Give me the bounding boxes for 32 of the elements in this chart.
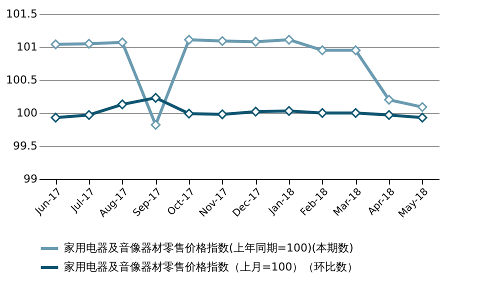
point — [417, 112, 428, 123]
point — [50, 112, 61, 123]
legend-label: 家用电器及音像器材零售价格指数（上月=100）（环比数） — [64, 260, 358, 274]
point — [217, 36, 228, 46]
y-tick-label: 99 — [24, 172, 38, 186]
point — [284, 106, 294, 116]
point — [384, 94, 394, 105]
point — [317, 108, 328, 118]
y-tick-label: 101 — [16, 40, 38, 54]
point — [150, 92, 161, 103]
point — [50, 39, 61, 50]
point — [350, 45, 361, 56]
y-tick-label: 99.5 — [13, 140, 38, 152]
point — [184, 108, 194, 119]
point — [384, 110, 394, 120]
point — [184, 34, 194, 45]
point — [117, 37, 128, 48]
point — [84, 38, 94, 49]
point — [317, 45, 328, 56]
point — [150, 120, 161, 130]
point — [284, 34, 294, 45]
point — [250, 36, 261, 47]
legend-label: 家用电器及音像器材零售价格指数(上年同期=100)(本期数) — [64, 242, 354, 254]
point — [417, 102, 428, 112]
point — [350, 108, 361, 118]
y-tick-label: 100.5 — [6, 74, 38, 86]
y-tick-label: 101.5 — [6, 8, 38, 20]
y-tick-label: 100 — [16, 106, 38, 120]
point — [250, 106, 261, 117]
point — [84, 110, 94, 120]
point — [117, 99, 128, 110]
point — [217, 109, 228, 120]
